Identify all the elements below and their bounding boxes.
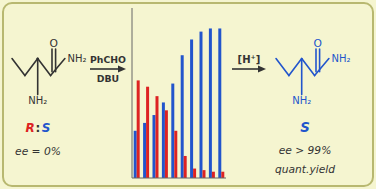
svg-text:NH₂: NH₂ — [28, 95, 47, 106]
svg-text:DBU: DBU — [97, 73, 119, 84]
svg-text:O: O — [50, 37, 58, 50]
svg-text:ee > 99%: ee > 99% — [279, 144, 332, 157]
svg-text:[H⁺]: [H⁺] — [238, 54, 261, 65]
svg-text:S: S — [300, 120, 310, 135]
svg-text:O: O — [314, 37, 322, 50]
svg-text::: : — [36, 121, 41, 135]
svg-text:NH₂: NH₂ — [332, 53, 351, 64]
svg-text:ee = 0%: ee = 0% — [15, 145, 61, 158]
svg-text:NH₂: NH₂ — [292, 95, 311, 106]
svg-text:PhCHO: PhCHO — [90, 54, 126, 65]
svg-text:NH₂: NH₂ — [68, 53, 87, 64]
svg-text:S: S — [42, 121, 51, 135]
svg-text:R: R — [25, 121, 34, 135]
svg-text:quant.yield: quant.yield — [275, 163, 335, 176]
